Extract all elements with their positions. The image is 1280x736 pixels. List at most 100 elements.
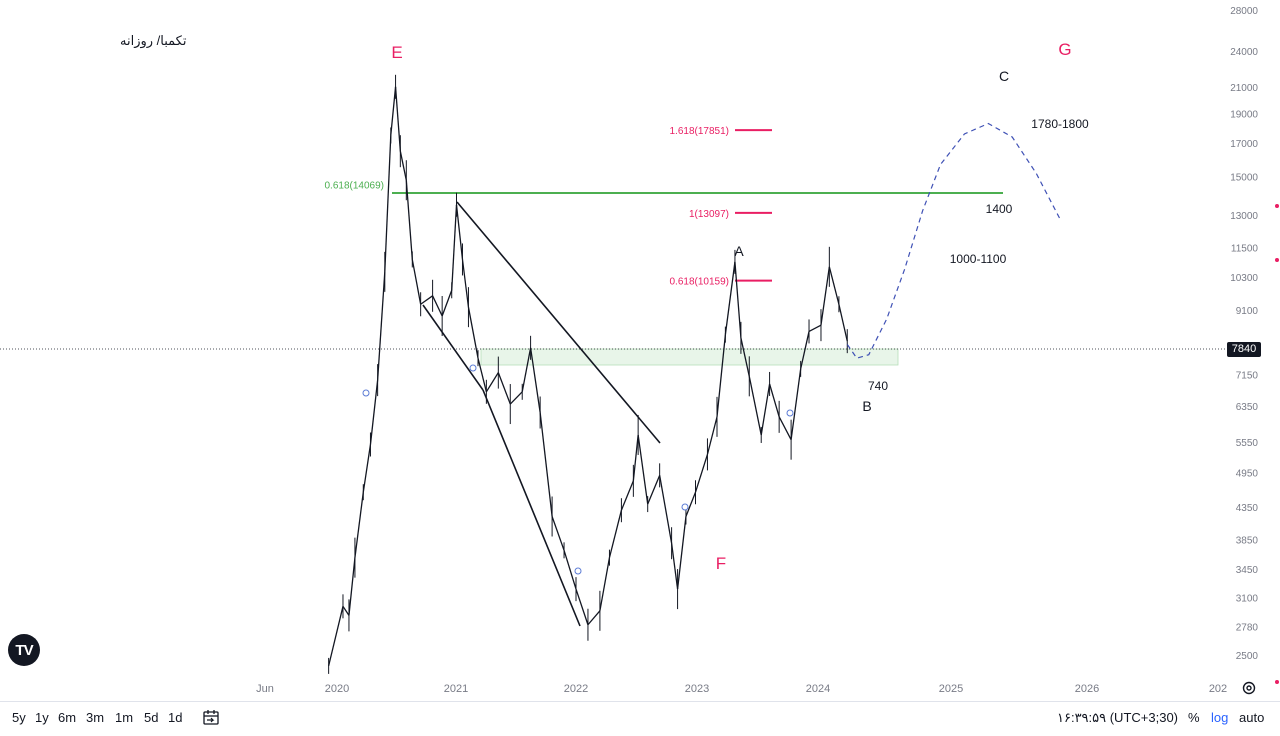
price-segment	[348, 557, 356, 616]
price-segment	[451, 204, 458, 291]
x-tick-label: 2023	[685, 683, 709, 695]
price-segment	[608, 510, 623, 558]
y-tick-label: 7150	[1236, 370, 1259, 381]
range-1m-button[interactable]: 1m	[115, 710, 134, 725]
y-tick-label: 2780	[1236, 623, 1259, 634]
price-segment	[599, 557, 611, 611]
price-segment	[659, 475, 673, 544]
y-tick-label: 9100	[1236, 306, 1259, 317]
fib-level-label: 0.618(10159)	[670, 277, 730, 288]
fib-level-label: 1(13097)	[689, 209, 729, 220]
price-segment	[740, 337, 750, 377]
price-segment	[354, 492, 364, 558]
price-segment	[441, 290, 453, 317]
price-chart[interactable]: 1.618(17851) 1(13097) 0.618(10159) 0.618(14…	[0, 0, 1280, 701]
wave-label: F	[716, 554, 726, 573]
price-segment	[760, 383, 771, 436]
price-segment	[716, 334, 727, 417]
auto-scale-button[interactable]: auto	[1239, 710, 1265, 725]
x-tick-label: 2024	[806, 683, 830, 695]
wave-label: B	[862, 398, 871, 414]
range-3m-button[interactable]: 3m	[86, 710, 105, 725]
price-segment	[632, 434, 639, 481]
trendline-upper	[456, 201, 661, 444]
range-5y-button[interactable]: 5y	[12, 710, 26, 725]
price-segment	[399, 151, 407, 181]
gear-icon[interactable]	[1241, 680, 1257, 696]
range-6m-button[interactable]: 6m	[58, 710, 77, 725]
price-segment	[509, 391, 523, 405]
price-segment	[820, 266, 830, 326]
range-5d-button[interactable]: 5d	[144, 710, 159, 725]
tradingview-logo[interactable]: TV	[8, 634, 40, 666]
x-tick-label: 202	[1209, 683, 1227, 695]
anchor-point	[469, 364, 477, 372]
calendar-range-icon[interactable]	[202, 709, 220, 727]
price-segment	[800, 331, 810, 370]
current-price-tag: 7840	[1227, 342, 1261, 357]
fib-level-label: 1.618(17851)	[670, 126, 730, 137]
x-tick-label: 2020	[325, 683, 349, 695]
price-segment	[670, 543, 679, 590]
price-segment	[485, 372, 499, 393]
time-zone-display[interactable]: ۱۶:۳۹:۵۹ (UTC+3;30)	[1057, 710, 1178, 725]
price-segment	[768, 383, 780, 418]
price-segment	[685, 491, 697, 517]
projection-path	[846, 122, 1061, 359]
x-tick-label: 2025	[939, 683, 963, 695]
price-segment	[390, 86, 397, 136]
y-tick-label: 13000	[1230, 211, 1258, 222]
y-tick-label: 3850	[1236, 536, 1259, 547]
price-segment	[828, 266, 840, 305]
price-segment	[420, 295, 433, 305]
support-zone	[480, 348, 899, 366]
price-segment	[563, 550, 577, 590]
price-segment	[384, 135, 392, 272]
percent-scale-button[interactable]: %	[1188, 710, 1200, 725]
alert-marker[interactable]	[1275, 258, 1279, 262]
price-segment	[734, 261, 742, 338]
price-segment	[467, 307, 479, 359]
price-segment	[748, 376, 762, 436]
trendline-lower	[422, 304, 484, 391]
wave-label: C	[999, 68, 1009, 84]
x-tick-label: 2022	[564, 683, 588, 695]
anchor-point	[681, 503, 689, 511]
y-tick-label: 4350	[1236, 503, 1259, 514]
y-tick-label: 21000	[1230, 83, 1258, 94]
y-tick-label: 10300	[1230, 273, 1258, 284]
price-segment	[376, 271, 386, 381]
y-tick-label: 24000	[1230, 47, 1258, 58]
price-segment	[647, 475, 661, 505]
target-annotation: 1000-1100	[950, 252, 1007, 266]
price-segment	[637, 434, 649, 505]
y-tick-label: 5550	[1236, 438, 1259, 449]
y-tick-label: 17000	[1230, 139, 1258, 150]
price-segment	[477, 357, 488, 392]
price-segment	[432, 295, 443, 317]
price-segment	[405, 180, 413, 260]
bottom-toolbar: 5y 1y 6m 3m 1m 5d 1d ۱۶:۳۹:۵۹ (UTC+3;30)…	[0, 701, 1280, 736]
price-segment	[497, 372, 511, 405]
y-tick-label: 3450	[1236, 565, 1259, 576]
log-scale-button[interactable]: log	[1211, 710, 1229, 725]
alert-marker[interactable]	[1275, 680, 1279, 684]
y-tick-label: 3100	[1236, 594, 1259, 605]
range-1y-button[interactable]: 1y	[35, 710, 49, 725]
price-segment	[369, 380, 379, 445]
target-annotation: 740	[868, 379, 888, 393]
anchor-point	[786, 409, 794, 417]
target-annotation: 1780-1800	[1031, 117, 1089, 131]
x-tick-label: 2026	[1075, 683, 1099, 695]
x-tick-label: 2021	[444, 683, 468, 695]
price-segment	[676, 516, 687, 590]
price-segment	[790, 368, 802, 440]
price-segment	[694, 454, 709, 493]
price-segment	[838, 304, 848, 342]
price-segment	[461, 259, 470, 308]
alert-marker[interactable]	[1275, 204, 1279, 208]
range-1d-button[interactable]: 1d	[168, 710, 183, 725]
price-segment	[778, 416, 792, 440]
price-segment	[394, 86, 401, 152]
y-tick-label: 19000	[1230, 110, 1258, 121]
